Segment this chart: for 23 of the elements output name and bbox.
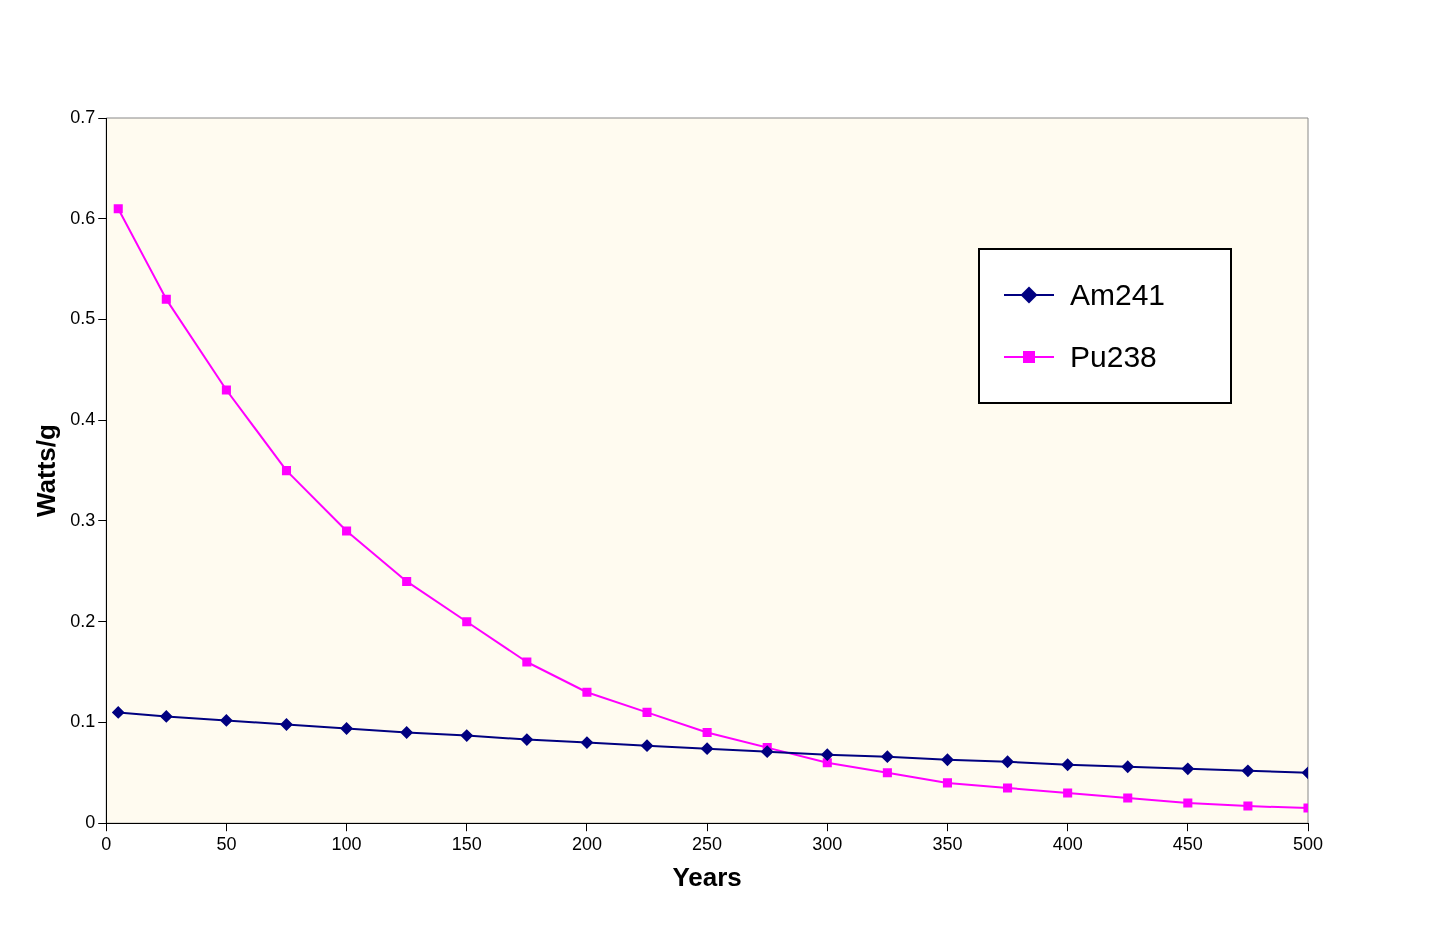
y-tick-label: 0.5 bbox=[70, 308, 96, 329]
legend-label: Pu238 bbox=[1070, 340, 1157, 374]
y-tick-label: 0.6 bbox=[70, 207, 96, 228]
x-tick-label: 250 bbox=[692, 833, 723, 854]
x-tick-label: 350 bbox=[932, 833, 963, 854]
x-tick-label: 300 bbox=[812, 833, 843, 854]
y-axis-title: Watts/g bbox=[30, 424, 61, 518]
x-tick-label: 400 bbox=[1052, 833, 1083, 854]
y-tick-label: 0 bbox=[85, 812, 96, 833]
x-tick-label: 200 bbox=[571, 833, 602, 854]
x-tick-label: 450 bbox=[1172, 833, 1203, 854]
y-tick-label: 0.4 bbox=[70, 409, 96, 430]
x-tick-label: 100 bbox=[331, 833, 362, 854]
y-tick-label: 0.2 bbox=[70, 610, 96, 631]
legend-label: Am241 bbox=[1070, 278, 1166, 312]
x-tick-label: 50 bbox=[216, 833, 237, 854]
y-tick-label: 0.1 bbox=[70, 711, 96, 732]
y-tick-label: 0.7 bbox=[70, 106, 96, 127]
x-tick-label: 500 bbox=[1292, 833, 1324, 854]
y-tick-label: 0.3 bbox=[70, 509, 96, 530]
x-tick-label: 0 bbox=[101, 833, 112, 854]
x-axis-title: Years bbox=[672, 861, 742, 892]
x-tick-label: 150 bbox=[451, 833, 482, 854]
